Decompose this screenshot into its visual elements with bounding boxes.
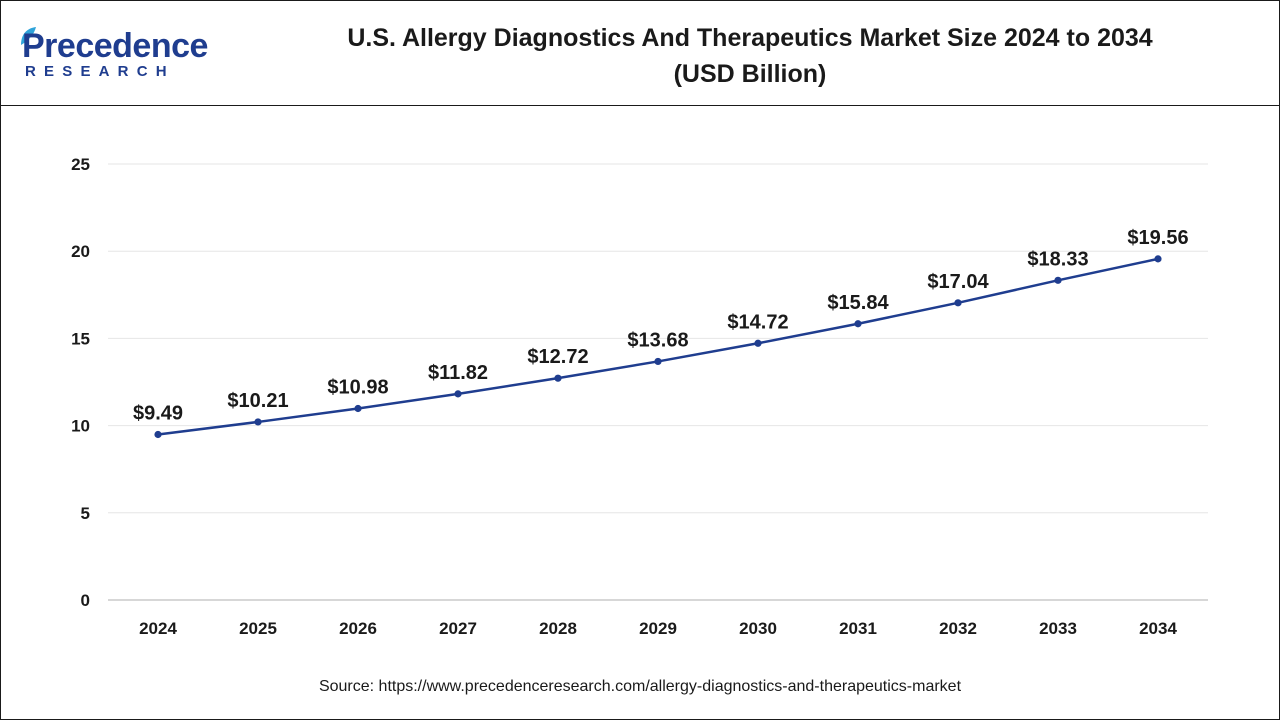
header: Precedence RESEARCH U.S. Allergy Diagnos… bbox=[0, 0, 1280, 106]
grid-lines bbox=[108, 163, 1208, 601]
data-point bbox=[454, 390, 462, 398]
data-label: $11.82 bbox=[428, 362, 488, 384]
x-tick-label: 2028 bbox=[539, 619, 577, 638]
logo-subtitle: RESEARCH bbox=[25, 63, 175, 80]
chart-title: U.S. Allergy Diagnostics And Therapeutic… bbox=[250, 20, 1250, 92]
brand-logo: Precedence RESEARCH bbox=[21, 27, 212, 84]
x-tick-label: 2025 bbox=[239, 619, 277, 638]
y-tick-label: 0 bbox=[81, 591, 90, 610]
y-axis: 0 5 10 15 20 25 bbox=[71, 155, 90, 610]
data-point bbox=[154, 430, 162, 439]
data-point bbox=[1054, 276, 1062, 284]
data-label: $18.33 bbox=[1027, 248, 1088, 270]
x-tick-label: 2031 bbox=[839, 619, 877, 638]
data-label: $10.98 bbox=[327, 377, 388, 399]
logo-name: Precedence bbox=[22, 27, 208, 65]
y-tick-label: 10 bbox=[71, 417, 90, 436]
chart-title-line2: (USD Billion) bbox=[673, 60, 827, 88]
leaf-icon bbox=[21, 27, 36, 45]
x-tick-label: 2033 bbox=[1039, 619, 1077, 638]
data-point bbox=[654, 357, 662, 366]
x-tick-label: 2029 bbox=[639, 619, 677, 638]
x-tick-label: 2026 bbox=[339, 619, 377, 638]
x-tick-label: 2027 bbox=[439, 619, 477, 638]
data-point bbox=[1154, 255, 1162, 263]
data-point bbox=[554, 374, 562, 382]
source-note: Source: https://www.precedenceresearch.c… bbox=[318, 678, 962, 695]
x-tick-label: 2024 bbox=[139, 619, 177, 638]
x-axis: 2024 2025 2026 2027 2028 2029 2030 2031 2032 2033… bbox=[139, 619, 1177, 638]
data-point bbox=[254, 418, 262, 426]
data-label: $14.72 bbox=[727, 311, 788, 333]
x-tick-label: 2030 bbox=[739, 619, 777, 638]
data-point bbox=[754, 339, 762, 347]
y-tick-label: 5 bbox=[81, 504, 90, 523]
data-point bbox=[354, 404, 362, 413]
data-label: $19.56 bbox=[1127, 227, 1188, 249]
data-label: $9.49 bbox=[133, 402, 183, 424]
x-tick-label: 2032 bbox=[939, 619, 977, 638]
data-point bbox=[954, 299, 962, 307]
x-tick-label: 2034 bbox=[1139, 619, 1177, 638]
data-label: $13.68 bbox=[627, 329, 688, 351]
series-line-group bbox=[154, 255, 1162, 439]
data-label: $12.72 bbox=[527, 346, 588, 368]
y-tick-label: 25 bbox=[71, 155, 90, 174]
data-point bbox=[854, 320, 862, 328]
data-label: $17.04 bbox=[927, 271, 989, 293]
y-tick-label: 20 bbox=[71, 242, 90, 261]
data-label: $10.21 bbox=[227, 390, 288, 412]
data-labels: $9.49 $10.21 $10.98 $11.82 $12.72 $13.68 $14.7… bbox=[133, 227, 1189, 425]
chart-title-line1: U.S. Allergy Diagnostics And Therapeutic… bbox=[347, 24, 1153, 52]
y-tick-label: 15 bbox=[71, 329, 90, 348]
data-label: $15.84 bbox=[827, 292, 889, 314]
